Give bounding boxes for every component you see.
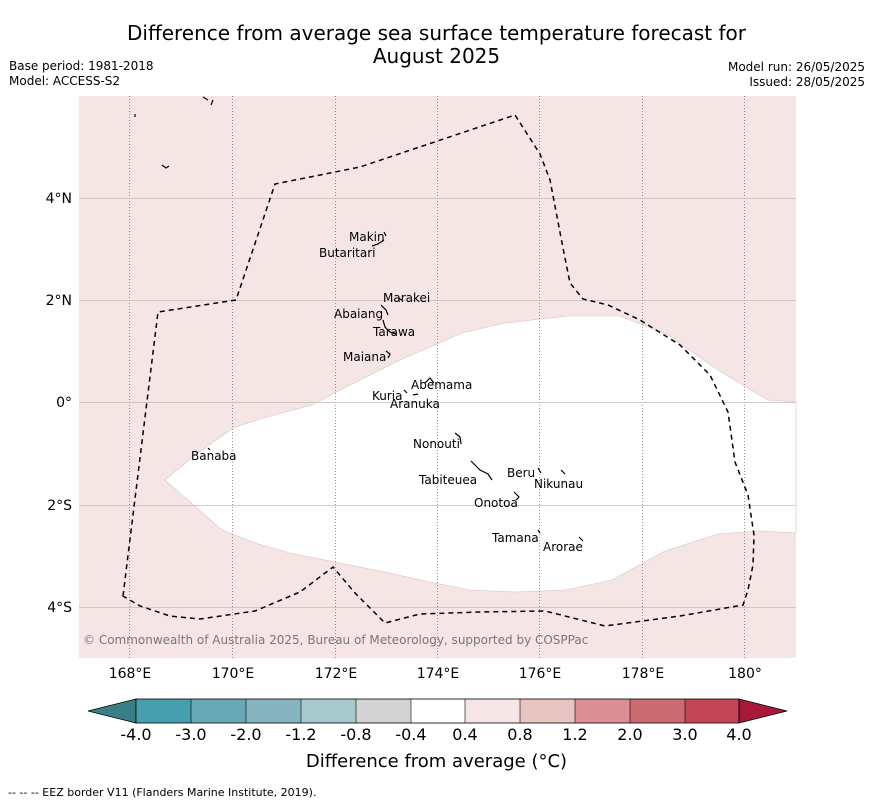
colorbar-label: -0.8 [340,725,371,744]
colorbar-over-arrow [738,698,788,724]
lon-tick-label: 172°E [315,666,358,682]
colorbar-label: 3.0 [672,725,697,744]
arorae-coast [578,536,584,542]
lat-tick-label: 0° [56,395,72,411]
lon-tick-label: 174°E [417,666,460,682]
abemama-coast [424,377,435,384]
small-islet-2-coast [161,164,170,169]
tamana-coast [537,529,541,534]
colorbar-label: 0.4 [452,725,477,744]
copyright-notice: © Commonwealth of Australia 2025, Bureau… [83,633,588,647]
lon-tick-label: 176°E [519,666,562,682]
colorbar-under-arrow [87,698,137,724]
longitude-tick-labels: 168°E 170°E 172°E 174°E 176°E 178°E 180° [109,666,762,682]
colorbar-swatch [630,699,685,723]
colorbar-swatch [465,699,520,723]
kuria-coast [403,389,408,394]
island-label-onotoa: Onotoa [474,496,518,510]
grid-lines [79,96,796,658]
island-label-arorae: Arorae [543,540,583,554]
colorbar-swatch [191,699,246,723]
lon-tick-label: 178°E [622,666,665,682]
colorbar-swatch [136,699,191,723]
lon-tick-label: 170°E [212,666,255,682]
lat-tick-label: 4°N [46,191,72,207]
colorbar-label: 0.8 [507,725,532,744]
northwest-island-coast [202,96,214,106]
island-label-banaba: Banaba [191,449,237,463]
eez-border [122,114,755,627]
island-label-makin: Makin [349,230,385,244]
island-label-maiana: Maiana [343,350,386,364]
island-label-marakei: Marakei [383,291,430,305]
aranuka-coast [412,393,419,396]
island-label-kuria: Kuria [372,389,403,403]
colorbar-label: -4.0 [120,725,151,744]
tabiteuea-coast [470,460,493,481]
colorbar-outline [135,698,740,724]
colorbar-label: -1.2 [285,725,316,744]
base-period-text: Base period: 1981-2018 [9,59,154,73]
colorbar-swatch [685,699,739,723]
island-label-tamana: Tamana [491,531,539,545]
latitude-tick-labels: 4°N 2°N 0° 2°S 4°S [46,191,73,616]
colorbar-label: 1.2 [562,725,587,744]
colorbar-swatch [520,699,575,723]
colorbar-label: -0.4 [395,725,426,744]
banaba-coast [207,447,211,451]
colorbar-labels: -4.0 -3.0 -2.0 -1.2 -0.8 -0.4 0.4 0.8 1.… [120,725,751,744]
island-label-nikunau: Nikunau [534,477,583,491]
colorbar-swatch [356,699,411,723]
abaiang-coast [380,304,389,316]
island-label-butaritari: Butaritari [319,246,376,260]
colorbar-label: 4.0 [726,725,751,744]
island-coastlines [134,96,584,542]
map-title-line2: August 2025 [372,44,501,68]
map-title-line1: Difference from average sea surface temp… [126,21,746,45]
lat-tick-label: 4°S [47,600,72,616]
eez-footnote: -- -- -- EEZ border V11 (Flanders Marine… [8,786,317,799]
lon-tick-label: 180° [728,666,762,682]
colorbar-label: -2.0 [230,725,261,744]
colorbar-swatch [575,699,630,723]
colorbar [87,698,788,724]
onotoa-coast [513,491,520,501]
colorbar-swatch [301,699,356,723]
beru-coast [537,467,542,474]
nonouti-coast [454,432,462,445]
island-label-nonouti: Nonouti [413,437,460,451]
colorbar-swatch [246,699,301,723]
butaritari-coast [371,239,385,247]
nikunau-coast [560,469,566,475]
model-info: Base period: 1981-2018 Model: ACCESS-S2 [9,59,154,89]
tarawa-coast [382,319,397,335]
maiana-coast [385,350,391,359]
island-label-abemama: Abemama [411,378,472,392]
island-label-tabiteuea: Tabiteuea [418,473,477,487]
lon-tick-label: 168°E [109,666,152,682]
makin-coast [383,231,387,237]
map-title: Difference from average sea surface temp… [0,22,873,68]
island-label-tarawa: Tarawa [372,325,415,339]
island-labels: Makin Butaritari Marakei Abaiang Tarawa … [191,230,583,554]
island-label-abaiang: Abaiang [334,307,383,321]
colorbar-title: Difference from average (°C) [305,751,568,772]
colorbar-label: 2.0 [617,725,642,744]
island-label-beru: Beru [507,466,535,480]
neutral-anomaly-region [164,315,797,593]
lat-tick-label: 2°N [46,293,72,309]
island-label-aranuka: Aranuka [390,397,440,411]
model-name-text: Model: ACCESS-S2 [9,74,121,88]
colorbar-label: -3.0 [175,725,206,744]
issue-info: Model run: 26/05/2025 Issued: 28/05/2025 [728,60,865,90]
marakei-coast [397,297,403,301]
issued-text: Issued: 28/05/2025 [749,75,865,89]
lat-tick-label: 2°S [47,498,72,514]
colorbar-swatch [411,699,465,723]
model-run-text: Model run: 26/05/2025 [727,60,865,74]
